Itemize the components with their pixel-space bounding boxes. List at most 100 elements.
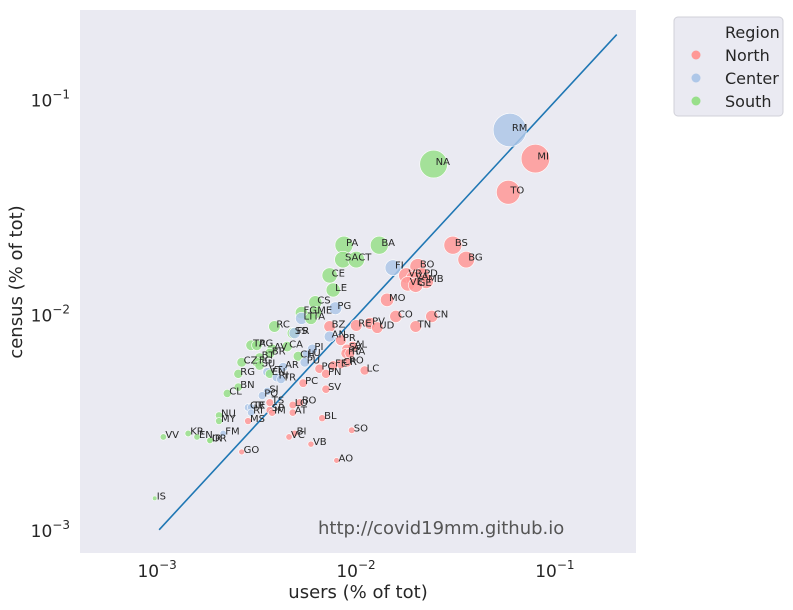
point-my — [215, 417, 223, 425]
point-pc2 — [298, 378, 308, 388]
point-label-lu: LU — [308, 348, 320, 359]
point-label-so: SO — [354, 423, 368, 434]
point-label-ve: VE — [410, 277, 423, 288]
point-label-co: CO — [398, 309, 413, 320]
point-label-mo: MO — [389, 293, 406, 304]
point-po — [257, 391, 267, 400]
point-label-fr: FR — [297, 326, 310, 337]
point-label-ce: CE — [332, 268, 345, 279]
point-ri2 — [247, 408, 256, 417]
point-label-su: SU — [262, 358, 276, 369]
point-tn — [409, 320, 422, 333]
point-bs — [443, 235, 463, 255]
point-kr — [184, 429, 192, 438]
point-label-bn: BN — [240, 380, 254, 391]
point-label-bt: BT — [262, 351, 276, 362]
point-vv — [159, 433, 167, 441]
point-ca — [281, 341, 293, 353]
point-label-ms: MS — [250, 414, 265, 425]
point-label-vb: VB — [313, 437, 327, 448]
legend-box — [673, 16, 784, 117]
point-label-ag: AG — [259, 338, 273, 349]
point-label-ba: BA — [381, 238, 395, 249]
point-label-ss: SS — [295, 326, 308, 337]
point-label-sp: SP — [272, 403, 284, 414]
point-vb — [307, 440, 315, 448]
point-label-vc: VC — [291, 430, 305, 441]
y-axis-ticks: 10−3 10−2 10−1 — [31, 87, 70, 541]
point-label-bg: BG — [468, 253, 482, 264]
points-layer — [152, 113, 550, 501]
point-label-nu: NU — [221, 408, 236, 419]
legend-label-center: Center — [725, 69, 779, 88]
x-axis-label: users (% of tot) — [288, 582, 427, 603]
point-label-ch: CH — [300, 349, 315, 360]
point-label-gr: GR — [250, 400, 265, 411]
point-cz — [236, 357, 247, 368]
legend-label-south: South — [725, 92, 772, 111]
point-go — [238, 448, 245, 456]
point-label-tp: TP — [252, 338, 265, 349]
point-label-sv2: SV — [328, 382, 341, 393]
point-label-si: SI — [269, 384, 278, 395]
point-label-po: PO — [264, 389, 278, 400]
point-label-cz: CZ — [244, 355, 258, 366]
point-fr — [288, 327, 301, 340]
point-ao — [333, 457, 340, 464]
point-label-is: IS — [157, 491, 166, 502]
point-su — [254, 360, 265, 371]
point-label-bi: BI — [297, 427, 307, 438]
point-bn — [233, 382, 243, 392]
plot-background — [80, 10, 636, 553]
legend-marker-south — [691, 96, 701, 106]
point-br — [264, 348, 276, 359]
x-tick-label-1: 10−2 — [336, 558, 375, 582]
point-label-mi: MI — [537, 152, 549, 163]
point-label-va: VA — [415, 272, 428, 283]
reference-line-layer — [158, 33, 618, 531]
point-label-pu: PU — [307, 355, 320, 366]
point-label-lo: LO — [295, 398, 308, 409]
point-label-pd: PD — [424, 268, 438, 279]
point-at — [288, 408, 297, 417]
point-ce — [321, 267, 338, 284]
point-label-tr: TR — [282, 372, 296, 383]
point-label-fi: FI — [395, 261, 404, 272]
point-label-cs: CS — [317, 295, 330, 306]
point-pc — [314, 363, 325, 374]
point-label-cr: CR — [343, 357, 357, 368]
point-label-en2: EN — [199, 430, 213, 441]
point-pg — [328, 301, 343, 315]
point-label-bl: BL — [324, 411, 337, 422]
point-label-fg2: FG — [259, 355, 273, 366]
point-label-te: TE — [252, 400, 265, 411]
point-ud — [371, 321, 384, 334]
point-label-pa: PA — [346, 238, 358, 249]
point-label-al: AL — [355, 340, 368, 351]
point-label-ud: UD — [379, 321, 394, 332]
point-label-bz: BZ — [332, 319, 346, 330]
point-bi — [291, 429, 299, 438]
point-label-ar: AR — [285, 360, 299, 371]
point-cn — [425, 309, 439, 323]
point-label-rg: RG — [240, 367, 255, 378]
point-lc — [359, 365, 370, 376]
x-tick-label-0: 10−3 — [137, 558, 176, 582]
point-na — [419, 149, 448, 179]
point-bg — [457, 250, 475, 269]
point-label-fm: FM — [225, 427, 239, 438]
point-label-br: BR — [272, 346, 286, 357]
point-label-pg: PG — [337, 301, 351, 312]
point-rc — [268, 320, 281, 333]
point-vc — [285, 433, 293, 441]
reference-line — [158, 33, 618, 531]
point-an — [323, 330, 336, 343]
y-tick-label-2: 10−1 — [31, 87, 70, 111]
point-re — [350, 319, 363, 332]
point-label-ri2: RI — [253, 406, 263, 417]
point-im — [268, 408, 277, 417]
point-label-an: AN — [332, 330, 346, 341]
point-pu — [299, 357, 310, 368]
